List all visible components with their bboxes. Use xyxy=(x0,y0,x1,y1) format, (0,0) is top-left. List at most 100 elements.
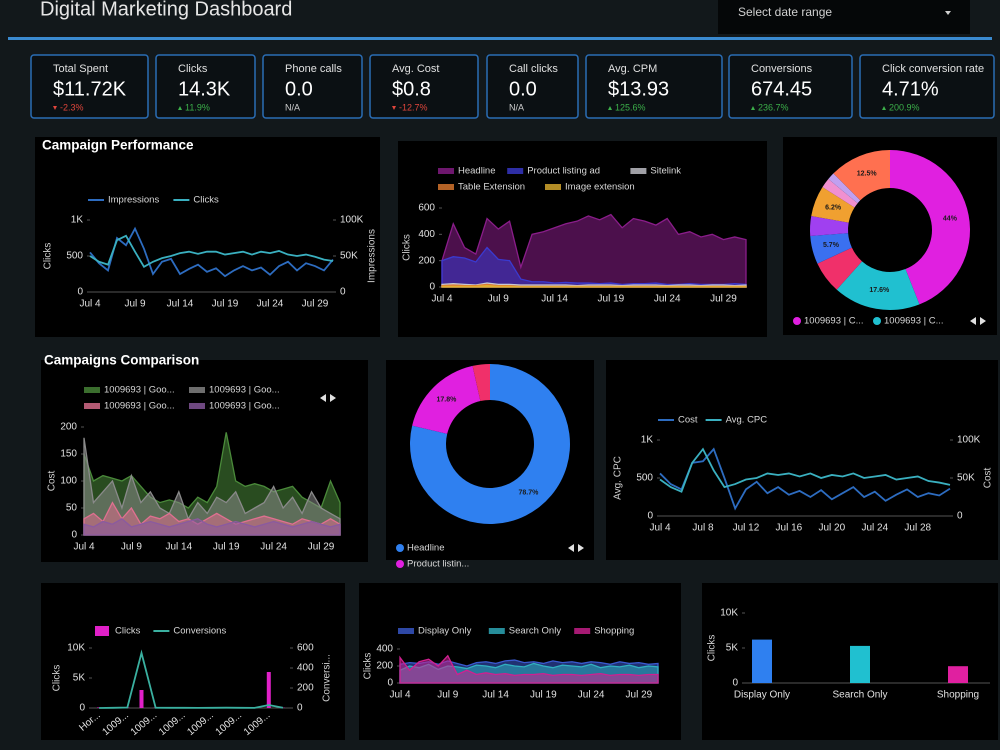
y-tick-label: 200 xyxy=(297,683,314,694)
pie-slice xyxy=(836,261,920,310)
page-prev[interactable] xyxy=(320,394,326,402)
axis-label: Cost xyxy=(47,470,58,491)
x-tick-label: Jul 29 xyxy=(710,294,737,305)
legend-label: Impressions xyxy=(108,195,159,206)
slice-label: 12.5% xyxy=(857,170,878,177)
page-prev[interactable] xyxy=(970,317,976,325)
legend-label: 1009693 | C... xyxy=(804,316,864,327)
kpi-value: 0.0 xyxy=(509,78,537,100)
x-tick-label: Jul 4 xyxy=(79,299,101,310)
x-tick-label: Jul 9 xyxy=(121,542,143,553)
y-tick-label: 10K xyxy=(720,608,738,619)
kpi-label: Click conversion rate xyxy=(882,63,984,75)
date-picker[interactable] xyxy=(718,0,970,34)
trend-arrow xyxy=(751,106,755,110)
axis-label: Cost xyxy=(983,467,994,488)
kpi-card xyxy=(859,54,995,119)
x-tick-label: Jul 24 xyxy=(578,690,605,701)
legend-label: Product listing ad xyxy=(527,166,600,177)
area xyxy=(83,518,341,536)
kpi-change: N/A xyxy=(285,102,300,112)
pie-slice xyxy=(890,150,971,305)
y-tick-label: 100 xyxy=(60,476,77,487)
page-title: Digital Marketing Dashboard xyxy=(40,0,292,20)
slice-label: 5.7% xyxy=(823,242,840,249)
line xyxy=(89,234,334,269)
pie-slice xyxy=(412,365,481,434)
axis-label: Conversi... xyxy=(322,654,333,702)
y-tick-label: 200 xyxy=(418,255,435,266)
kpi-value: $11.72K xyxy=(53,78,127,100)
y-tick-label: 0 xyxy=(429,282,435,293)
y-tick-label: 200 xyxy=(376,661,393,672)
x-tick-label: Display Only xyxy=(734,690,790,701)
line xyxy=(659,447,951,511)
pie-slice xyxy=(810,215,849,237)
legend-swatch xyxy=(793,317,801,325)
kpi-change: 236.7% xyxy=(758,102,789,112)
x-tick-label: Jul 4 xyxy=(649,523,671,534)
kpi-change: -12.7% xyxy=(399,102,428,112)
pie-slice xyxy=(833,150,890,201)
x-tick-label: Jul 24 xyxy=(257,299,284,310)
date-picker-text[interactable]: Select date range xyxy=(738,5,832,19)
y-tick-label: 1K xyxy=(71,215,84,226)
y-tick-label: 0 xyxy=(77,287,83,298)
line xyxy=(89,226,334,278)
y-tick-label: 5K xyxy=(726,643,739,654)
y-tick-label: 50K xyxy=(340,251,358,262)
kpi-label: Conversions xyxy=(751,63,813,75)
slice-label: 17.6% xyxy=(869,287,890,294)
legend-label: Search Only xyxy=(509,626,562,637)
page-next[interactable] xyxy=(578,544,584,552)
axis-label: Clicks xyxy=(52,665,63,692)
page-prev[interactable] xyxy=(568,544,574,552)
bar xyxy=(752,639,772,683)
slice-label: 44% xyxy=(943,215,958,222)
area xyxy=(441,246,747,288)
kpi-label: Call clicks xyxy=(509,63,558,75)
axis-label: Clicks xyxy=(402,234,413,261)
y-tick-label: 0 xyxy=(387,678,393,689)
area xyxy=(83,437,341,536)
dropdown-icon[interactable] xyxy=(945,11,951,15)
x-tick-label: Jul 4 xyxy=(73,542,95,553)
x-tick-label: Jul 20 xyxy=(819,523,846,534)
bar xyxy=(948,666,968,683)
pie-slice xyxy=(828,173,861,204)
legend-label: 1009693 | Goo... xyxy=(104,401,175,412)
y-tick-label: 5K xyxy=(73,673,86,684)
legend-label: 1009693 | Goo... xyxy=(104,385,175,396)
area xyxy=(441,285,747,288)
y-tick-label: 0 xyxy=(79,703,85,714)
header-rule xyxy=(8,37,992,40)
x-tick-label: Jul 14 xyxy=(167,299,194,310)
kpi-value: 674.45 xyxy=(751,78,812,100)
x-tick-label: Jul 29 xyxy=(626,690,653,701)
x-tick-label: Jul 14 xyxy=(541,294,568,305)
legend-label: 1009693 | Goo... xyxy=(209,385,280,396)
y-tick-label: 400 xyxy=(376,644,393,655)
kpi-change: -2.3% xyxy=(60,102,84,112)
legend-swatch xyxy=(396,560,404,568)
trend-arrow xyxy=(392,106,396,110)
axis-label: Clicks xyxy=(363,653,374,680)
axis-label: Clicks xyxy=(707,635,718,662)
x-tick-label: Jul 9 xyxy=(437,690,459,701)
y-tick-label: 50 xyxy=(66,503,78,514)
page-next[interactable] xyxy=(980,317,986,325)
x-tick-label: Shopping xyxy=(937,690,979,701)
kpi-label: Phone calls xyxy=(285,63,342,75)
legend-swatch xyxy=(189,387,205,393)
panel xyxy=(606,360,998,560)
x-tick-label: Jul 24 xyxy=(260,542,287,553)
x-tick-label: Jul 4 xyxy=(389,690,411,701)
y-tick-label: 400 xyxy=(418,229,435,240)
line xyxy=(99,649,284,709)
page-next[interactable] xyxy=(330,394,336,402)
kpi-card xyxy=(728,54,853,119)
pie-slice xyxy=(472,364,490,402)
y-tick-label: 10K xyxy=(67,643,85,654)
slice-label: 6.2% xyxy=(825,205,842,212)
